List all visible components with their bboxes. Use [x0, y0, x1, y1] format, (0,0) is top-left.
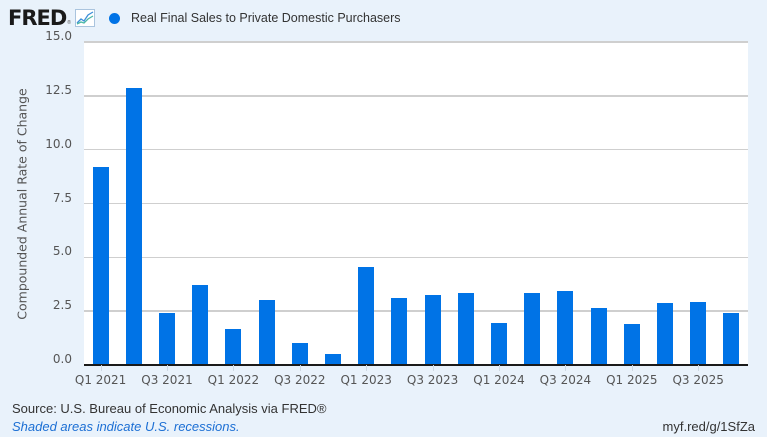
gridline — [84, 202, 748, 205]
gridline — [84, 148, 748, 151]
bar[interactable] — [590, 308, 607, 364]
short-link[interactable]: myf.red/g/1SfZa — [662, 419, 755, 434]
bar[interactable] — [690, 301, 707, 364]
bar[interactable] — [424, 295, 441, 364]
chart-header: FRED ® Real Final Sales to Private Domes… — [8, 4, 401, 32]
x-tick-label: Q3 2022 — [274, 373, 326, 387]
y-tick-label: 5.0 — [52, 244, 72, 259]
x-tick-mark — [698, 365, 700, 371]
y-axis-title: Compounded Annual Rate of Change — [14, 88, 30, 320]
y-tick-label: 12.5 — [45, 82, 72, 97]
y-tick-label: 15.0 — [45, 29, 72, 43]
gridline — [84, 95, 748, 97]
gridline — [84, 310, 748, 312]
bar[interactable] — [125, 88, 142, 364]
bar[interactable] — [92, 166, 109, 364]
legend-label[interactable]: Real Final Sales to Private Domestic Pur… — [130, 11, 401, 25]
x-tick-label: Q1 2025 — [606, 373, 658, 387]
bar[interactable] — [258, 300, 275, 364]
x-tick-mark — [631, 365, 633, 371]
legend-marker-icon — [108, 12, 120, 24]
y-tick-label: 7.5 — [52, 190, 72, 205]
recession-note: Shaded areas indicate U.S. recessions. — [12, 419, 240, 434]
bar[interactable] — [358, 267, 375, 364]
x-tick-label: Q1 2021 — [74, 373, 127, 387]
x-tick-label: Q1 2023 — [340, 373, 392, 387]
x-tick-label: Q1 2024 — [473, 373, 525, 387]
bar[interactable] — [491, 323, 507, 364]
bar[interactable] — [325, 353, 341, 364]
bar[interactable] — [557, 290, 574, 364]
x-tick-mark — [499, 365, 500, 371]
x-tick-mark — [233, 365, 235, 371]
gridline — [84, 41, 748, 43]
bar[interactable] — [723, 312, 740, 364]
fred-logo[interactable]: FRED — [8, 6, 67, 30]
x-tick-label: Q1 2022 — [207, 373, 260, 387]
y-tick-label: 2.5 — [52, 298, 72, 313]
x-tick-mark — [565, 365, 567, 371]
x-tick-mark — [100, 365, 102, 371]
x-tick-mark — [299, 365, 301, 371]
x-tick-label: Q3 2023 — [406, 373, 459, 387]
bar[interactable] — [159, 312, 175, 364]
plot-area — [84, 41, 748, 366]
bar[interactable] — [623, 323, 640, 364]
x-tick-mark — [366, 365, 368, 371]
bar[interactable] — [225, 328, 242, 364]
x-tick-label: Q3 2025 — [672, 373, 724, 387]
y-tick-label: 0.0 — [52, 352, 72, 366]
registered-mark: ® — [67, 20, 71, 26]
x-tick-label: Q3 2021 — [141, 373, 193, 387]
bar[interactable] — [457, 292, 474, 364]
gridline — [84, 256, 748, 259]
bar[interactable] — [291, 342, 308, 364]
source-text: Source: U.S. Bureau of Economic Analysis… — [12, 401, 327, 416]
bar[interactable] — [192, 284, 209, 364]
bar[interactable] — [524, 292, 541, 364]
bar[interactable] — [657, 303, 673, 364]
x-axis-line — [84, 364, 748, 366]
x-tick-mark — [432, 365, 434, 371]
bar[interactable] — [391, 297, 408, 364]
line-chart-icon — [74, 9, 95, 27]
y-tick-label: 10.0 — [45, 136, 72, 151]
x-tick-label: Q3 2024 — [539, 373, 592, 387]
x-tick-mark — [167, 365, 168, 371]
